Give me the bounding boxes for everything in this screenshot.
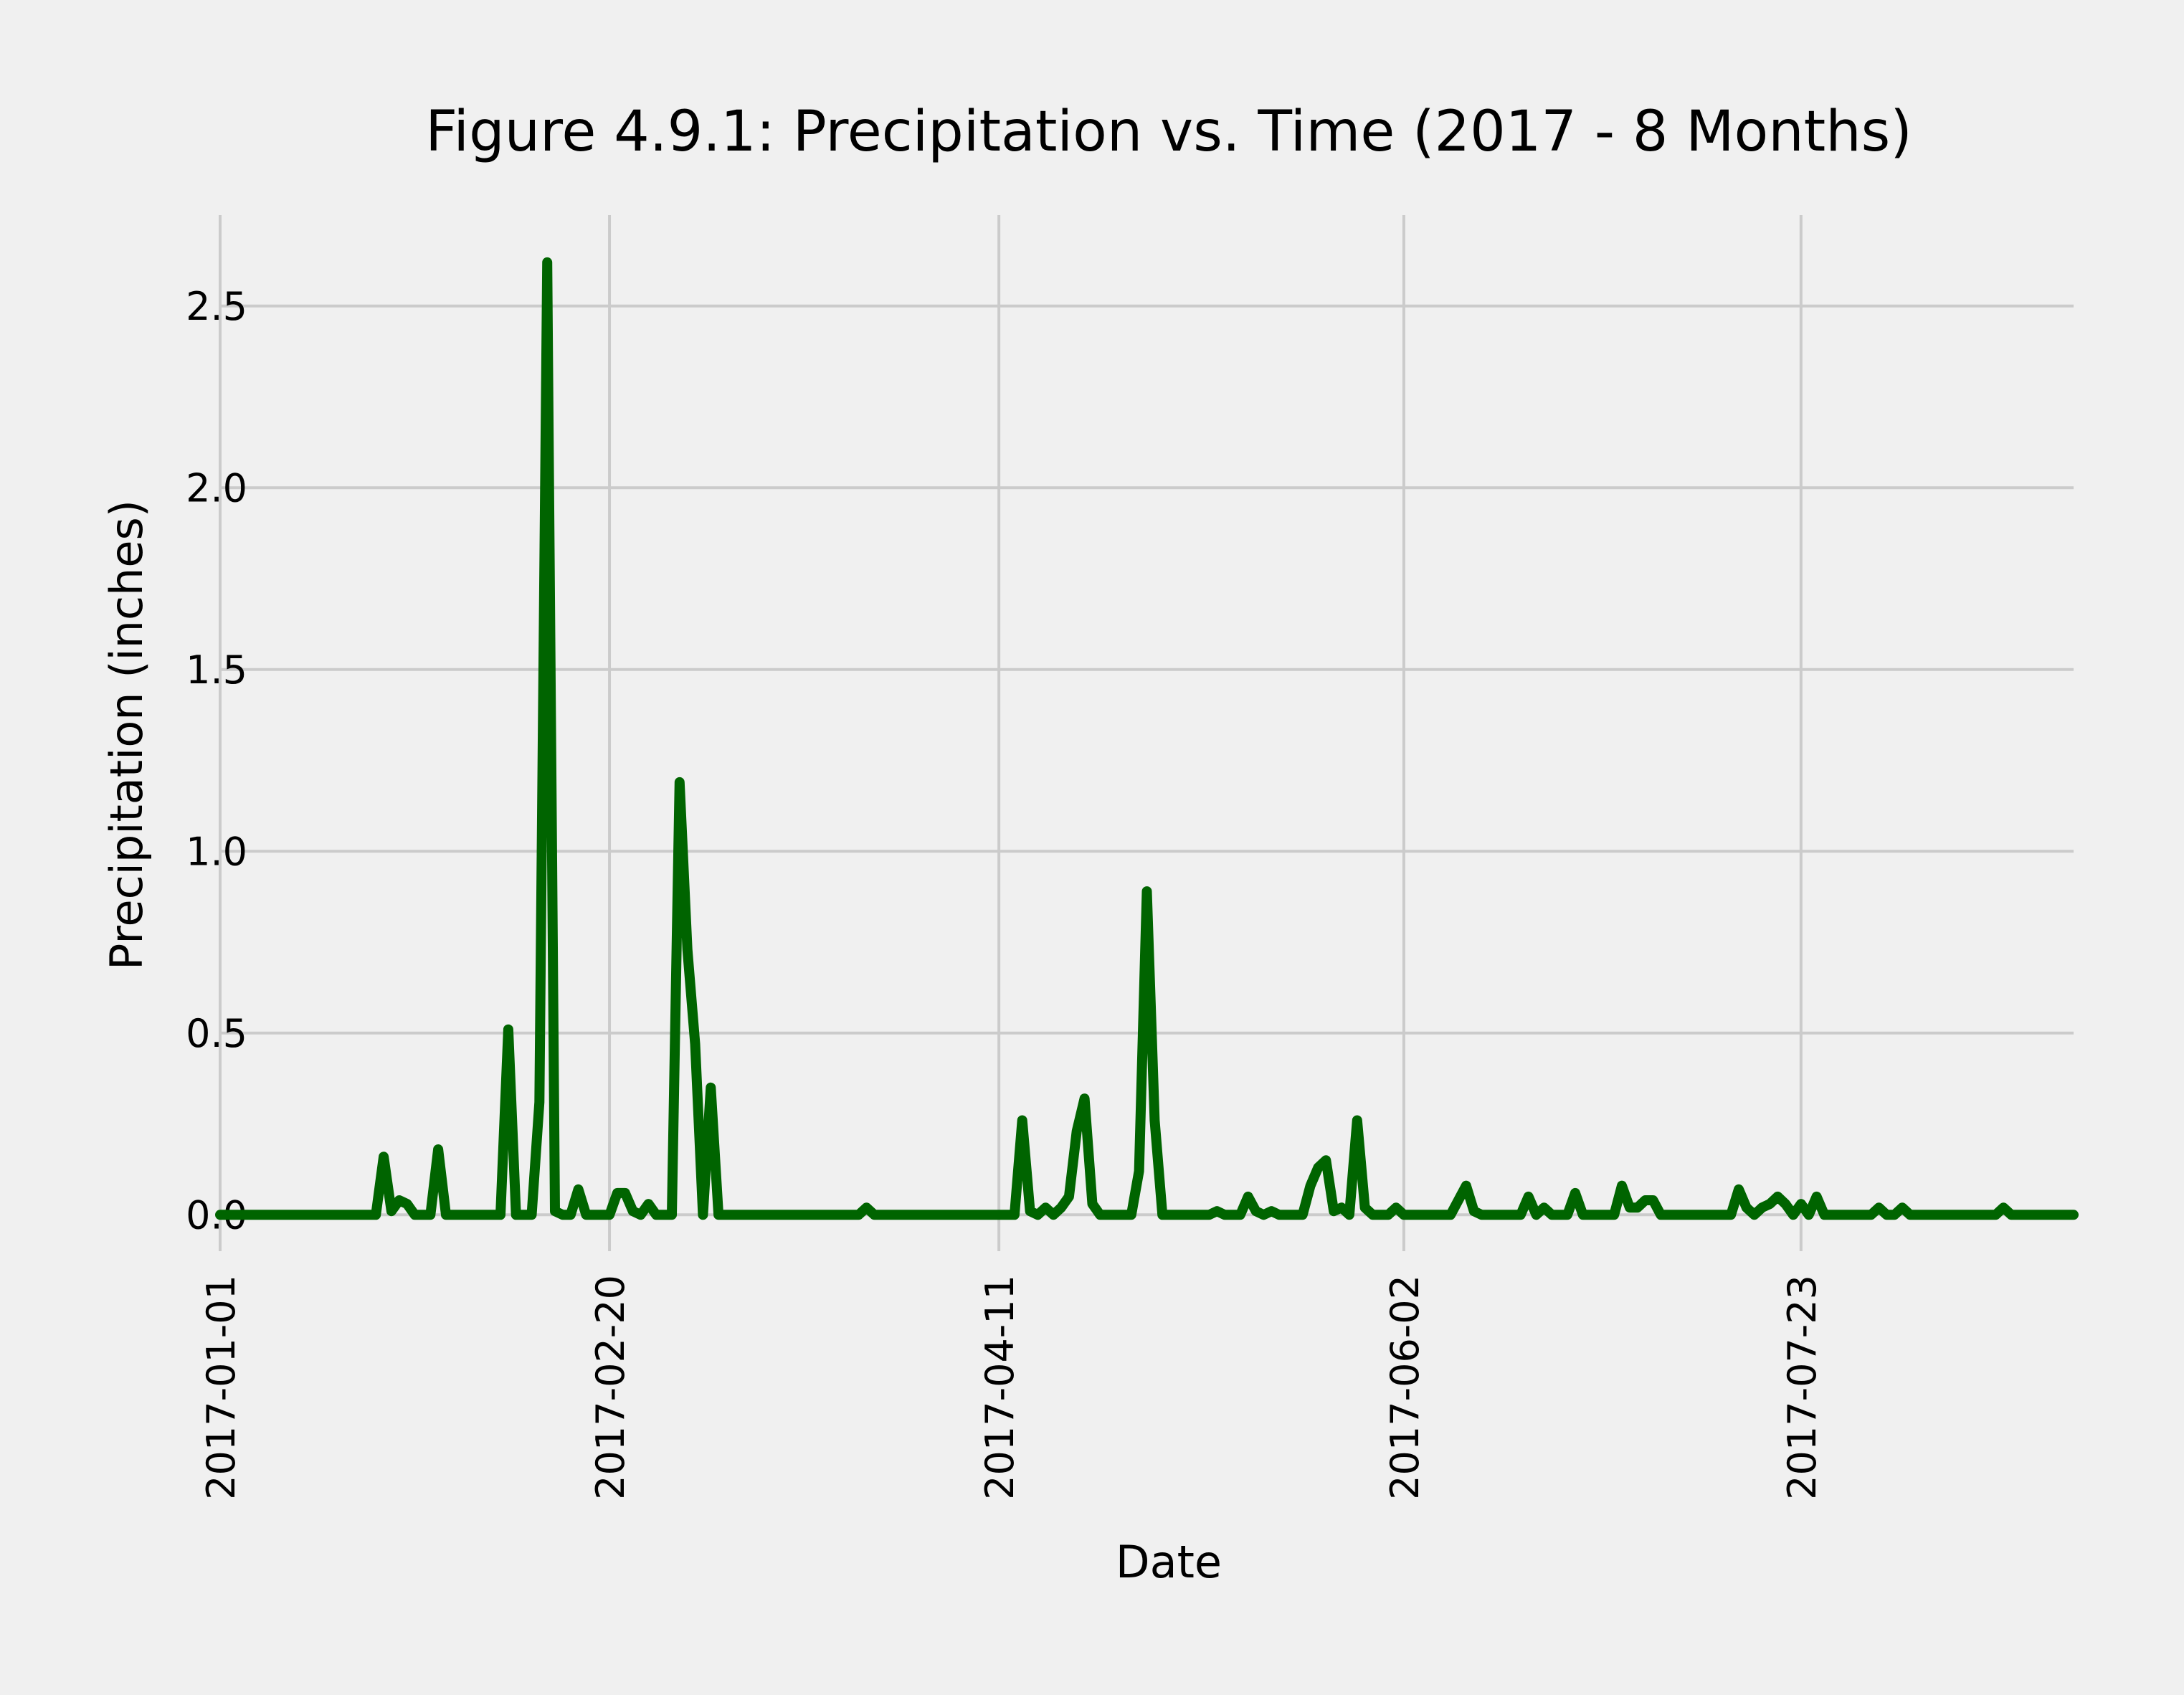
y-axis-label: Precipitation (inches) <box>100 500 153 970</box>
x-tick-label: 2017-01-01 <box>199 1275 244 1500</box>
chart-title: Figure 4.9.1: Precipitation vs. Time (20… <box>425 100 1912 164</box>
y-tick-label: 2.0 <box>186 465 247 511</box>
series-layer <box>215 257 2079 1220</box>
y-tick-label: 1.5 <box>186 647 247 693</box>
y-tick-label: 1.0 <box>186 829 247 874</box>
x-tick-label: 2017-06-02 <box>1382 1275 1428 1500</box>
y-tick-label: 0.5 <box>186 1011 247 1056</box>
precipitation-line <box>215 257 2079 1220</box>
x-axis-label: Date <box>1116 1536 1222 1588</box>
grid <box>219 215 2074 1251</box>
x-tick-label: 2017-07-23 <box>1780 1275 1825 1500</box>
y-tick-label: 2.5 <box>186 284 247 329</box>
x-tick-label: 2017-04-11 <box>977 1275 1022 1500</box>
x-tick-label: 2017-02-20 <box>588 1275 633 1500</box>
